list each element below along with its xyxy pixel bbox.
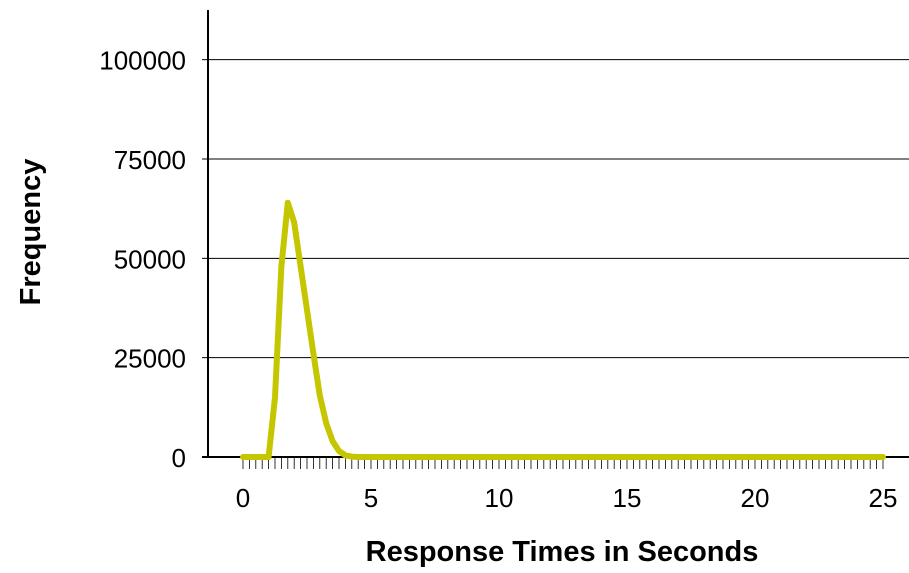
series-line — [240, 199, 886, 460]
y-tick-label: 100000 — [99, 46, 186, 76]
x-tick-label: 20 — [741, 483, 770, 513]
x-tick-label: 10 — [485, 483, 514, 513]
x-axis-title: Response Times in Seconds — [366, 536, 759, 568]
axes — [202, 10, 909, 458]
y-tick-label: 75000 — [114, 145, 186, 175]
x-tick-labels: 0 5 10 15 20 25 — [236, 483, 898, 513]
x-tick-label: 15 — [613, 483, 642, 513]
series — [240, 199, 886, 460]
y-tick-label: 25000 — [114, 344, 186, 374]
grid-lines — [202, 59, 909, 458]
y-tick-labels: 0 25000 50000 75000 100000 — [99, 46, 186, 473]
y-axis-title: Frequency — [15, 159, 47, 306]
x-tick-label: 5 — [364, 483, 378, 513]
x-tick-label: 0 — [236, 483, 250, 513]
y-tick-label: 50000 — [114, 244, 186, 274]
x-tick-label: 25 — [869, 483, 898, 513]
y-tick-label: 0 — [172, 443, 186, 473]
